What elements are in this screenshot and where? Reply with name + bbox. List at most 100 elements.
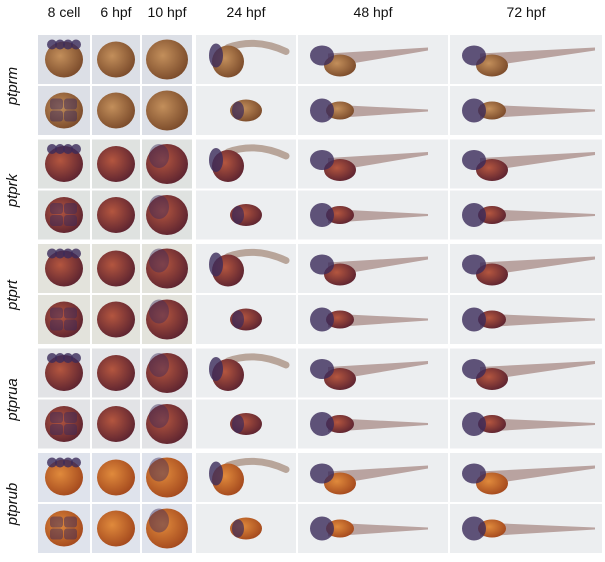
head	[310, 516, 334, 541]
image-grid	[38, 35, 602, 553]
embryo-image	[298, 139, 448, 189]
blastomere	[55, 144, 65, 154]
tail	[480, 104, 595, 119]
head	[232, 415, 244, 433]
embryo-image	[196, 295, 296, 344]
embryo-image	[92, 348, 140, 398]
embryo	[45, 41, 83, 78]
blastomere	[64, 319, 77, 331]
blastomere	[55, 39, 65, 50]
embryo	[45, 146, 83, 182]
stain	[149, 299, 169, 324]
embryo-image	[92, 190, 140, 240]
embryo-image	[298, 504, 448, 553]
blastomere	[64, 424, 77, 435]
embryo-image	[298, 348, 448, 398]
head	[462, 150, 486, 170]
column-headers: 8 cell 6 hpf 10 hpf 24 hpf 48 hpf 72 hpf	[48, 4, 546, 20]
blastomere	[50, 516, 63, 528]
embryo-image	[450, 399, 602, 449]
head	[209, 148, 223, 172]
blastomere	[50, 424, 63, 435]
blastomere	[63, 39, 73, 50]
embryo-image	[298, 86, 448, 135]
head	[462, 516, 486, 541]
gene-label: ptprk	[4, 172, 21, 208]
blastomere	[64, 215, 77, 226]
embryo	[45, 355, 83, 391]
embryo	[146, 404, 188, 444]
tail	[480, 152, 595, 172]
blastomere	[71, 39, 81, 50]
embryo-image	[38, 244, 90, 293]
blastomere	[50, 203, 63, 214]
column-header: 72 hpf	[507, 4, 546, 20]
head	[462, 203, 486, 227]
embryo	[97, 355, 135, 391]
blastomere	[64, 307, 77, 319]
stain	[149, 195, 169, 219]
embryo	[146, 248, 188, 289]
column-header: 24 hpf	[227, 4, 266, 20]
stain	[149, 457, 169, 482]
head	[310, 45, 334, 66]
blastomere	[63, 248, 73, 259]
blastomere	[50, 98, 63, 110]
embryo	[146, 144, 188, 184]
embryo-image	[92, 139, 140, 189]
embryo	[97, 301, 135, 338]
blastomere	[47, 457, 57, 468]
blastomere	[50, 528, 63, 540]
head	[462, 45, 486, 66]
gene-label: ptprua	[4, 378, 21, 422]
embryo	[45, 301, 83, 338]
tail	[480, 465, 595, 486]
embryo-image	[38, 504, 90, 553]
column-header: 6 hpf	[100, 4, 131, 20]
head	[310, 463, 334, 484]
tail	[224, 248, 290, 264]
stain	[149, 248, 169, 273]
blastomere	[64, 110, 77, 122]
blastomere	[47, 248, 57, 259]
head	[310, 307, 334, 332]
gene-label: ptprub	[4, 483, 21, 527]
embryo-image	[298, 244, 448, 293]
tail	[480, 313, 595, 328]
stain	[149, 508, 169, 533]
embryo-image	[38, 295, 90, 344]
blastomere	[64, 528, 77, 540]
embryo	[45, 250, 83, 287]
embryo-image	[38, 86, 90, 135]
tail	[480, 47, 595, 68]
blastomere	[47, 353, 57, 363]
embryo-image	[142, 399, 192, 449]
embryo-image	[38, 139, 90, 189]
embryo-image	[38, 35, 90, 84]
head	[232, 101, 244, 120]
tail	[480, 361, 595, 381]
blastomere	[64, 412, 77, 423]
embryo-image	[450, 190, 602, 240]
blastomere	[71, 353, 81, 363]
embryo-image	[298, 190, 448, 240]
embryo-image	[196, 399, 296, 449]
embryo	[146, 195, 188, 235]
tail	[480, 522, 595, 537]
embryo-image	[92, 295, 140, 344]
embryo-image	[450, 86, 602, 135]
gene-labels: ptprm ptprk ptprt ptprua ptprub	[4, 67, 21, 526]
head	[310, 254, 334, 275]
head	[209, 252, 223, 277]
embryo-image	[92, 399, 140, 449]
head	[462, 254, 486, 275]
blastomere	[63, 457, 73, 468]
embryo	[146, 299, 188, 340]
head	[209, 357, 223, 381]
blastomere	[64, 203, 77, 214]
embryo-image	[450, 348, 602, 398]
embryo-image	[142, 244, 192, 293]
embryo	[146, 508, 188, 549]
embryo-image	[196, 35, 296, 84]
